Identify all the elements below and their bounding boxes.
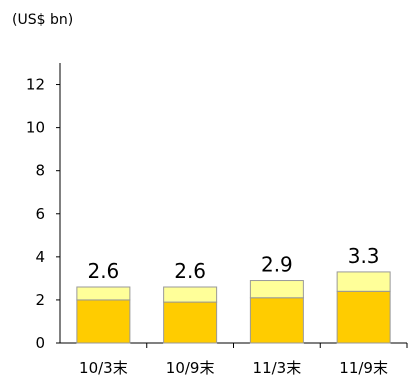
y-tick-label: 10 bbox=[26, 119, 45, 137]
bars-group bbox=[76, 271, 391, 344]
x-axis-ticks bbox=[146, 343, 408, 348]
y-tick-label: 6 bbox=[35, 205, 45, 223]
category-label: 10/9末 bbox=[166, 359, 215, 377]
y-tick-label: 0 bbox=[35, 334, 45, 352]
bar-segment-2 bbox=[336, 271, 391, 292]
y-tick-label: 8 bbox=[35, 162, 45, 180]
bar-segment-2 bbox=[163, 286, 218, 303]
bar-segment-1 bbox=[76, 299, 131, 344]
bar-segment-2 bbox=[249, 280, 304, 299]
bar-segment-1 bbox=[163, 301, 218, 344]
y-tick-label: 12 bbox=[26, 76, 45, 94]
bar-segment-1 bbox=[336, 290, 391, 344]
bar-total-label: 2.6 bbox=[87, 259, 119, 283]
unit-label: (US$ bn) bbox=[12, 12, 73, 28]
bar-total-label: 3.3 bbox=[348, 244, 380, 268]
y-tick-label: 2 bbox=[35, 291, 45, 309]
bar-segment-1 bbox=[249, 297, 304, 344]
bar-segment-2 bbox=[76, 286, 131, 301]
category-labels-group: 10/3末 10/9末 11/3末 11/9末 bbox=[79, 359, 388, 377]
y-axis-ticks: 0 2 4 6 8 10 12 bbox=[26, 76, 60, 352]
category-label: 10/3末 bbox=[79, 359, 128, 377]
bar-total-label: 2.6 bbox=[174, 259, 206, 283]
data-labels-group: 2.6 2.6 2.9 3.3 bbox=[87, 244, 379, 283]
y-tick-label: 4 bbox=[35, 248, 45, 266]
bar-total-label: 2.9 bbox=[261, 253, 293, 277]
category-label: 11/9末 bbox=[339, 359, 388, 377]
category-label: 11/3末 bbox=[253, 359, 302, 377]
